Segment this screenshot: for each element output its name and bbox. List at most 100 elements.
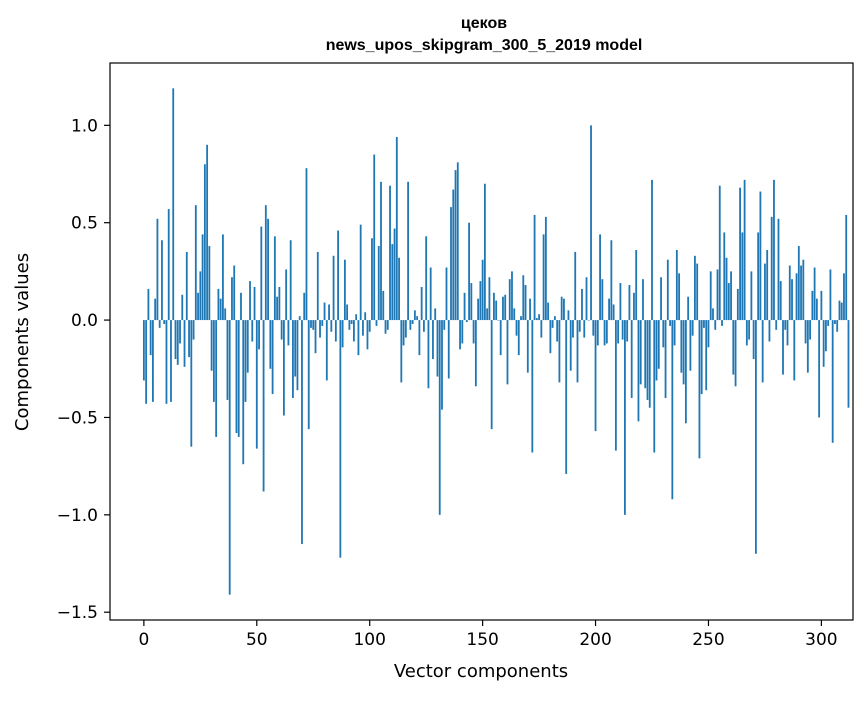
bar: [454, 170, 457, 321]
y-tick-label: −1.0: [57, 506, 98, 526]
bar: [497, 320, 500, 321]
bar: [592, 320, 595, 336]
x-tick-label: 150: [466, 630, 498, 650]
bar: [438, 320, 441, 515]
bar: [567, 310, 570, 321]
bar: [445, 267, 448, 321]
bar: [621, 320, 624, 340]
bar: [707, 320, 710, 348]
bar: [599, 234, 601, 321]
bar: [222, 234, 224, 321]
bar: [657, 320, 660, 369]
bar: [569, 320, 572, 371]
bar: [745, 320, 748, 346]
bar: [380, 181, 382, 321]
bar: [253, 286, 256, 321]
bar: [206, 144, 209, 321]
bar: [802, 259, 805, 321]
bar: [743, 179, 746, 321]
bar: [644, 320, 647, 389]
bar: [483, 183, 486, 321]
bar: [666, 259, 669, 321]
bar: [630, 320, 633, 398]
bar: [190, 320, 193, 447]
bar: [642, 279, 644, 321]
bar: [240, 292, 242, 321]
x-tick-label: 200: [579, 630, 611, 650]
bar: [605, 320, 608, 344]
bar: [197, 292, 199, 321]
bar: [404, 320, 407, 338]
bar: [549, 320, 552, 354]
bar: [441, 320, 443, 410]
bar: [553, 316, 556, 321]
bar: [725, 257, 728, 321]
bar: [262, 320, 265, 492]
bar: [515, 320, 518, 336]
bar: [660, 277, 662, 321]
bar: [468, 222, 470, 321]
bar: [427, 320, 430, 389]
bar: [727, 283, 730, 321]
bar: [723, 232, 726, 321]
bar: [226, 320, 229, 400]
bar: [185, 251, 188, 321]
bar: [161, 240, 163, 321]
bar: [565, 320, 568, 474]
bar: [479, 281, 482, 321]
bar: [400, 320, 403, 383]
bar: [495, 300, 498, 321]
bar: [233, 265, 236, 321]
bar: [583, 320, 586, 338]
bar: [748, 320, 751, 340]
bar: [413, 310, 416, 321]
bar: [680, 320, 683, 373]
bar: [170, 320, 172, 402]
bar: [696, 263, 699, 321]
bar: [684, 320, 687, 424]
bar: [334, 320, 337, 342]
bar: [167, 209, 170, 321]
bar: [474, 320, 477, 387]
bar: [418, 320, 421, 356]
bar: [750, 271, 753, 321]
bar: [770, 216, 773, 321]
bar: [517, 320, 520, 356]
bar: [556, 320, 559, 342]
bar: [646, 320, 649, 400]
bar: [249, 281, 251, 321]
bar: [267, 218, 269, 321]
bar: [298, 316, 301, 321]
bar: [465, 320, 468, 323]
bar: [705, 320, 708, 391]
bar: [325, 320, 328, 381]
bar: [716, 269, 719, 321]
bar: [791, 279, 793, 321]
bar: [574, 251, 577, 321]
bar: [292, 320, 294, 398]
bar: [614, 320, 617, 451]
bar: [310, 320, 312, 328]
bar: [499, 320, 502, 356]
bar: [407, 181, 410, 321]
bar: [235, 320, 238, 434]
bar: [511, 271, 513, 321]
bar: [301, 320, 303, 545]
bar: [350, 320, 353, 324]
bar: [228, 320, 231, 595]
bar: [278, 286, 281, 321]
y-axis-label: Components values: [12, 253, 33, 431]
bar: [596, 320, 599, 346]
bar: [244, 320, 247, 402]
bar: [251, 320, 254, 342]
bar: [481, 259, 484, 321]
bar: [416, 316, 419, 321]
bar: [493, 292, 495, 321]
bar: [289, 240, 292, 321]
bar: [273, 236, 276, 321]
bar: [296, 320, 299, 391]
bar: [461, 320, 464, 344]
bar: [409, 320, 412, 330]
bar: [764, 263, 766, 321]
bar: [811, 290, 814, 321]
